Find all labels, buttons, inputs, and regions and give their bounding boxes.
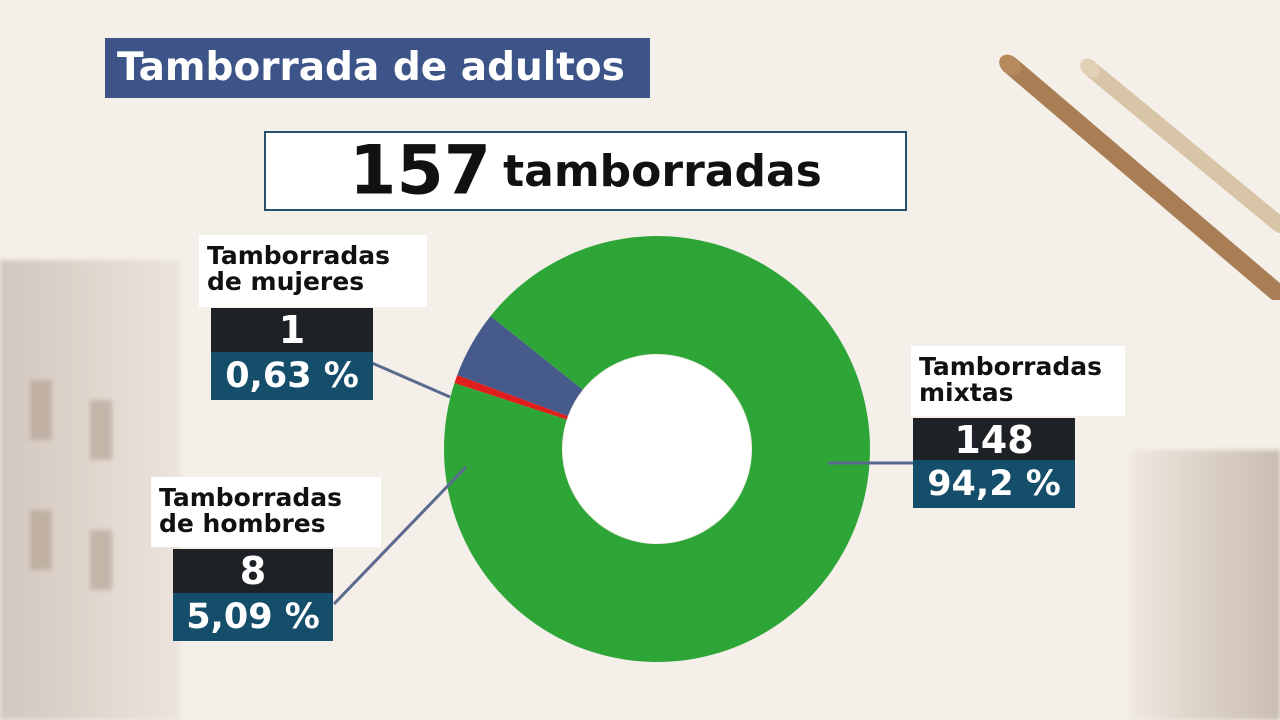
label-mixtas-title: Tamborradas mixtas bbox=[911, 346, 1125, 416]
label-mixtas-line1: Tamborradas bbox=[919, 352, 1102, 381]
donut-hole bbox=[563, 355, 751, 543]
total-count-box: 157 tamborradas bbox=[264, 131, 907, 211]
slice-mujeres bbox=[454, 375, 568, 420]
chart-title: Tamborrada de adultos bbox=[105, 38, 650, 98]
label-mixtas-count: 148 bbox=[913, 418, 1075, 462]
label-hombres-title: Tamborradas de hombres bbox=[151, 477, 381, 547]
label-hombres-line1: Tamborradas bbox=[159, 483, 342, 512]
label-mixtas-line2: mixtas bbox=[919, 378, 1014, 407]
leader-line-mujeres bbox=[371, 361, 451, 399]
leader-line-hombres bbox=[332, 465, 468, 606]
label-hombres-percent: 5,09 % bbox=[173, 593, 333, 641]
label-hombres-count: 8 bbox=[173, 549, 333, 593]
label-mixtas-percent: 94,2 % bbox=[913, 460, 1075, 508]
label-mujeres-line2: de mujeres bbox=[207, 267, 365, 296]
label-hombres-line2: de hombres bbox=[159, 509, 326, 538]
label-mujeres-percent: 0,63 % bbox=[211, 352, 373, 400]
label-mujeres-title: Tamborradas de mujeres bbox=[199, 235, 427, 307]
drumsticks-illustration bbox=[999, 54, 1280, 300]
slice-hombres bbox=[457, 316, 583, 417]
slice-mixtas bbox=[443, 236, 870, 663]
label-mujeres-count: 1 bbox=[211, 308, 373, 352]
label-mujeres-line1: Tamborradas bbox=[207, 241, 390, 270]
total-number: 157 bbox=[349, 131, 492, 211]
background-building-left bbox=[0, 260, 180, 720]
total-word: tamborradas bbox=[503, 145, 822, 197]
background-building-right bbox=[1130, 450, 1280, 720]
